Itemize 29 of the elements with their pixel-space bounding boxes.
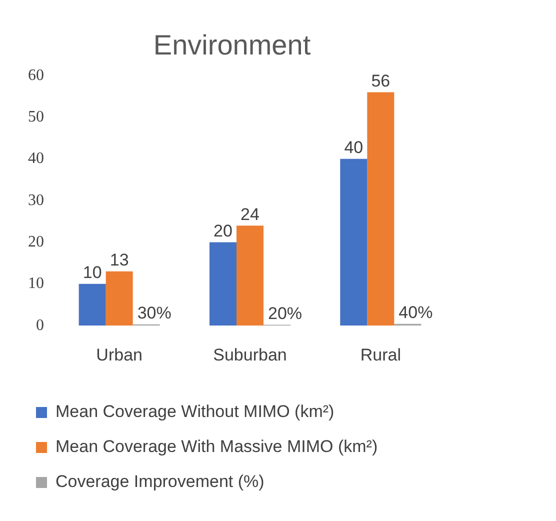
y-tick-label: 50 — [28, 108, 44, 126]
legend-label: Coverage Improvement (%) — [56, 472, 264, 492]
bar — [340, 158, 368, 326]
x-tick-label: Rural — [360, 345, 401, 364]
data-label: 20 — [214, 221, 232, 240]
legend-label: Mean Coverage Without MIMO (km²) — [56, 402, 334, 422]
y-tick-label: 10 — [28, 275, 44, 292]
data-label: 30% — [137, 304, 172, 323]
chart-title: Environment — [153, 30, 311, 61]
bar — [209, 242, 236, 326]
data-label: 40 — [344, 138, 364, 158]
legend-label: Mean Coverage With Massive MIMO (km²) — [56, 437, 378, 456]
bar — [106, 271, 133, 326]
data-label: 24 — [240, 204, 260, 224]
data-label: 20% — [268, 304, 302, 323]
y-tick-label: 30 — [28, 192, 44, 209]
bar — [78, 284, 106, 326]
x-tick-label: Urban — [96, 345, 142, 364]
data-label: 40% — [398, 303, 433, 322]
bar — [236, 226, 264, 326]
data-label: 10 — [82, 263, 102, 282]
y-tick-label: 40 — [28, 150, 44, 168]
y-tick-label: 20 — [28, 233, 44, 250]
data-label: 56 — [371, 71, 390, 90]
data-label: 13 — [110, 250, 129, 270]
x-tick-label: Suburban — [213, 345, 287, 364]
bar — [367, 92, 394, 326]
y-tick-label: 60 — [28, 66, 44, 84]
y-tick-label: 0 — [36, 316, 44, 334]
